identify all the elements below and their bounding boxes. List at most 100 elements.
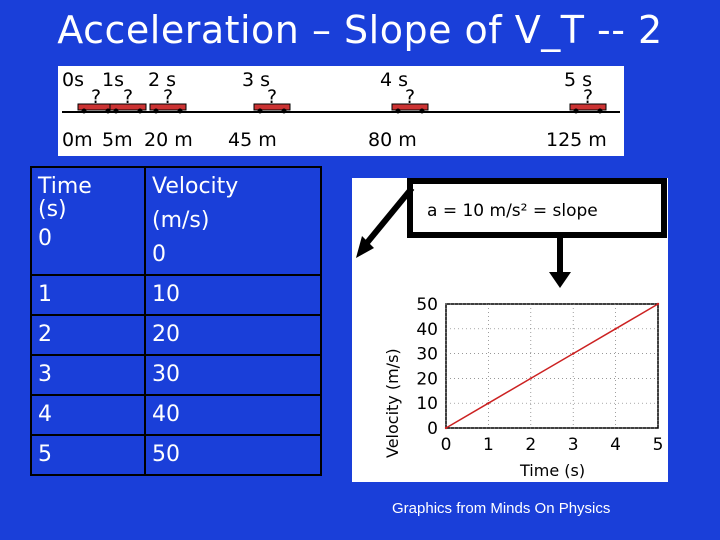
table-header-row: Time (s) 0 Velocity (m/s) 0	[30, 166, 322, 276]
car-wheel	[137, 108, 143, 114]
table-row: 2 20	[30, 314, 322, 356]
cell-text: 2	[38, 322, 52, 347]
plot-frame	[445, 303, 659, 429]
data-point	[572, 352, 575, 355]
table-cell-velocity: 40	[144, 394, 322, 436]
table-cell-time: 1	[30, 274, 146, 316]
car-mark: ?	[163, 86, 173, 108]
table-cell-time: 3	[30, 354, 146, 396]
cell-text: 1	[38, 282, 52, 307]
distance-label: 45 m	[228, 129, 277, 151]
header-velocity-line2: (m/s)	[152, 208, 210, 233]
car-mark: ?	[583, 86, 593, 108]
car-body	[149, 103, 187, 111]
car-wheel	[153, 108, 159, 114]
y-tick-label: 30	[416, 345, 438, 365]
cell-text: 10	[152, 282, 180, 307]
arrow-left-line	[363, 186, 415, 246]
cell-text: 3	[38, 362, 52, 387]
car-wheel	[419, 108, 425, 114]
header-velocity-line1: Velocity	[152, 174, 239, 199]
header-time: Time (s) 0	[30, 166, 146, 276]
cell-text: 30	[152, 362, 180, 387]
distance-label: 0m	[62, 129, 93, 151]
time-label: 4 s	[380, 69, 408, 91]
cell-text: 4	[38, 402, 52, 427]
arrow-left-head	[356, 236, 374, 258]
motion-strip-diagram: 0s 1s 2 s 3 s 4 s 5 s 0m 5m 20 m 45 m 80…	[62, 69, 620, 151]
data-point	[487, 402, 490, 405]
header-velocity: Velocity (m/s) 0	[144, 166, 322, 276]
velocity-table: Time (s) 0 Velocity (m/s) 0 1 10 2 20 3 …	[30, 166, 322, 476]
x-tick-label: 4	[610, 435, 621, 455]
y-tick-label: 40	[416, 320, 438, 340]
x-tick-label: 2	[525, 435, 536, 455]
x-axis-label: Time (s)	[519, 461, 585, 480]
y-tick-label: 20	[416, 369, 438, 389]
car-wheel	[395, 108, 401, 114]
slide-title: Acceleration – Slope of V_T -- 2	[57, 8, 663, 52]
header-time-line2: (s)	[38, 197, 67, 222]
distance-label: 5m	[102, 129, 133, 151]
car-mark: ?	[405, 86, 415, 108]
car-body	[253, 103, 291, 111]
table-row: 5 50	[30, 434, 322, 476]
slope-annotation-box	[407, 178, 667, 238]
time-label: 1s	[102, 69, 124, 91]
table-cell-time: 5	[30, 434, 146, 476]
car-mark: ?	[91, 86, 101, 108]
y-tick-label: 0	[427, 419, 438, 439]
car-body	[569, 103, 607, 111]
y-tick-label: 10	[416, 394, 438, 414]
x-tick-label: 1	[483, 435, 494, 455]
table-cell-time: 2	[30, 314, 146, 356]
header-time-line1: Time	[38, 174, 92, 199]
car-wheel	[281, 108, 287, 114]
velocity-time-chart: a = 10 m/s² = slope Velocity (m/s) Time …	[352, 178, 668, 482]
cell-text: 20	[152, 322, 180, 347]
distance-label: 125 m	[546, 129, 607, 151]
car-mark: ?	[123, 86, 133, 108]
table-cell-time: 0	[38, 226, 52, 251]
x-tick-label: 0	[441, 435, 452, 455]
data-point	[614, 327, 617, 330]
table-cell-time: 4	[30, 394, 146, 436]
velocity-series-line	[445, 303, 659, 429]
car-body	[109, 103, 147, 111]
table-cell-velocity: 10	[144, 274, 322, 316]
x-tick-label: 3	[568, 435, 579, 455]
table-cell-velocity: 20	[144, 314, 322, 356]
data-point	[656, 302, 660, 306]
motion-strip: 0s 1s 2 s 3 s 4 s 5 s 0m 5m 20 m 45 m 80…	[58, 66, 624, 156]
time-label: 2 s	[148, 69, 176, 91]
y-axis-label: Velocity (m/s)	[383, 348, 402, 458]
car-wheel	[81, 108, 87, 114]
time-label: 3 s	[242, 69, 270, 91]
car-body	[391, 103, 429, 111]
table-row: 4 40	[30, 394, 322, 436]
table-row: 1 10	[30, 274, 322, 316]
data-point	[444, 426, 448, 430]
car-wheel	[257, 108, 263, 114]
y-tick-label: 50	[416, 295, 438, 315]
distance-label: 80 m	[368, 129, 417, 151]
table-cell-velocity: 0	[152, 242, 166, 267]
x-tick-label: 5	[653, 435, 664, 455]
car-wheel	[105, 108, 111, 114]
time-label: 0s	[62, 69, 84, 91]
cell-text: 50	[152, 442, 180, 467]
slope-annotation: a = 10 m/s² = slope	[427, 201, 598, 221]
cell-text: 5	[38, 442, 52, 467]
time-label: 5 s	[564, 69, 592, 91]
table-cell-velocity: 30	[144, 354, 322, 396]
chart-canvas: a = 10 m/s² = slope Velocity (m/s) Time …	[356, 178, 667, 480]
graphics-credit: Graphics from Minds On Physics	[392, 500, 611, 517]
data-point	[529, 377, 532, 380]
car-wheel	[597, 108, 603, 114]
table-row: 3 30	[30, 354, 322, 396]
arrow-down-head	[549, 272, 571, 288]
car-wheel	[573, 108, 579, 114]
cell-text: 40	[152, 402, 180, 427]
car-wheel	[113, 108, 119, 114]
